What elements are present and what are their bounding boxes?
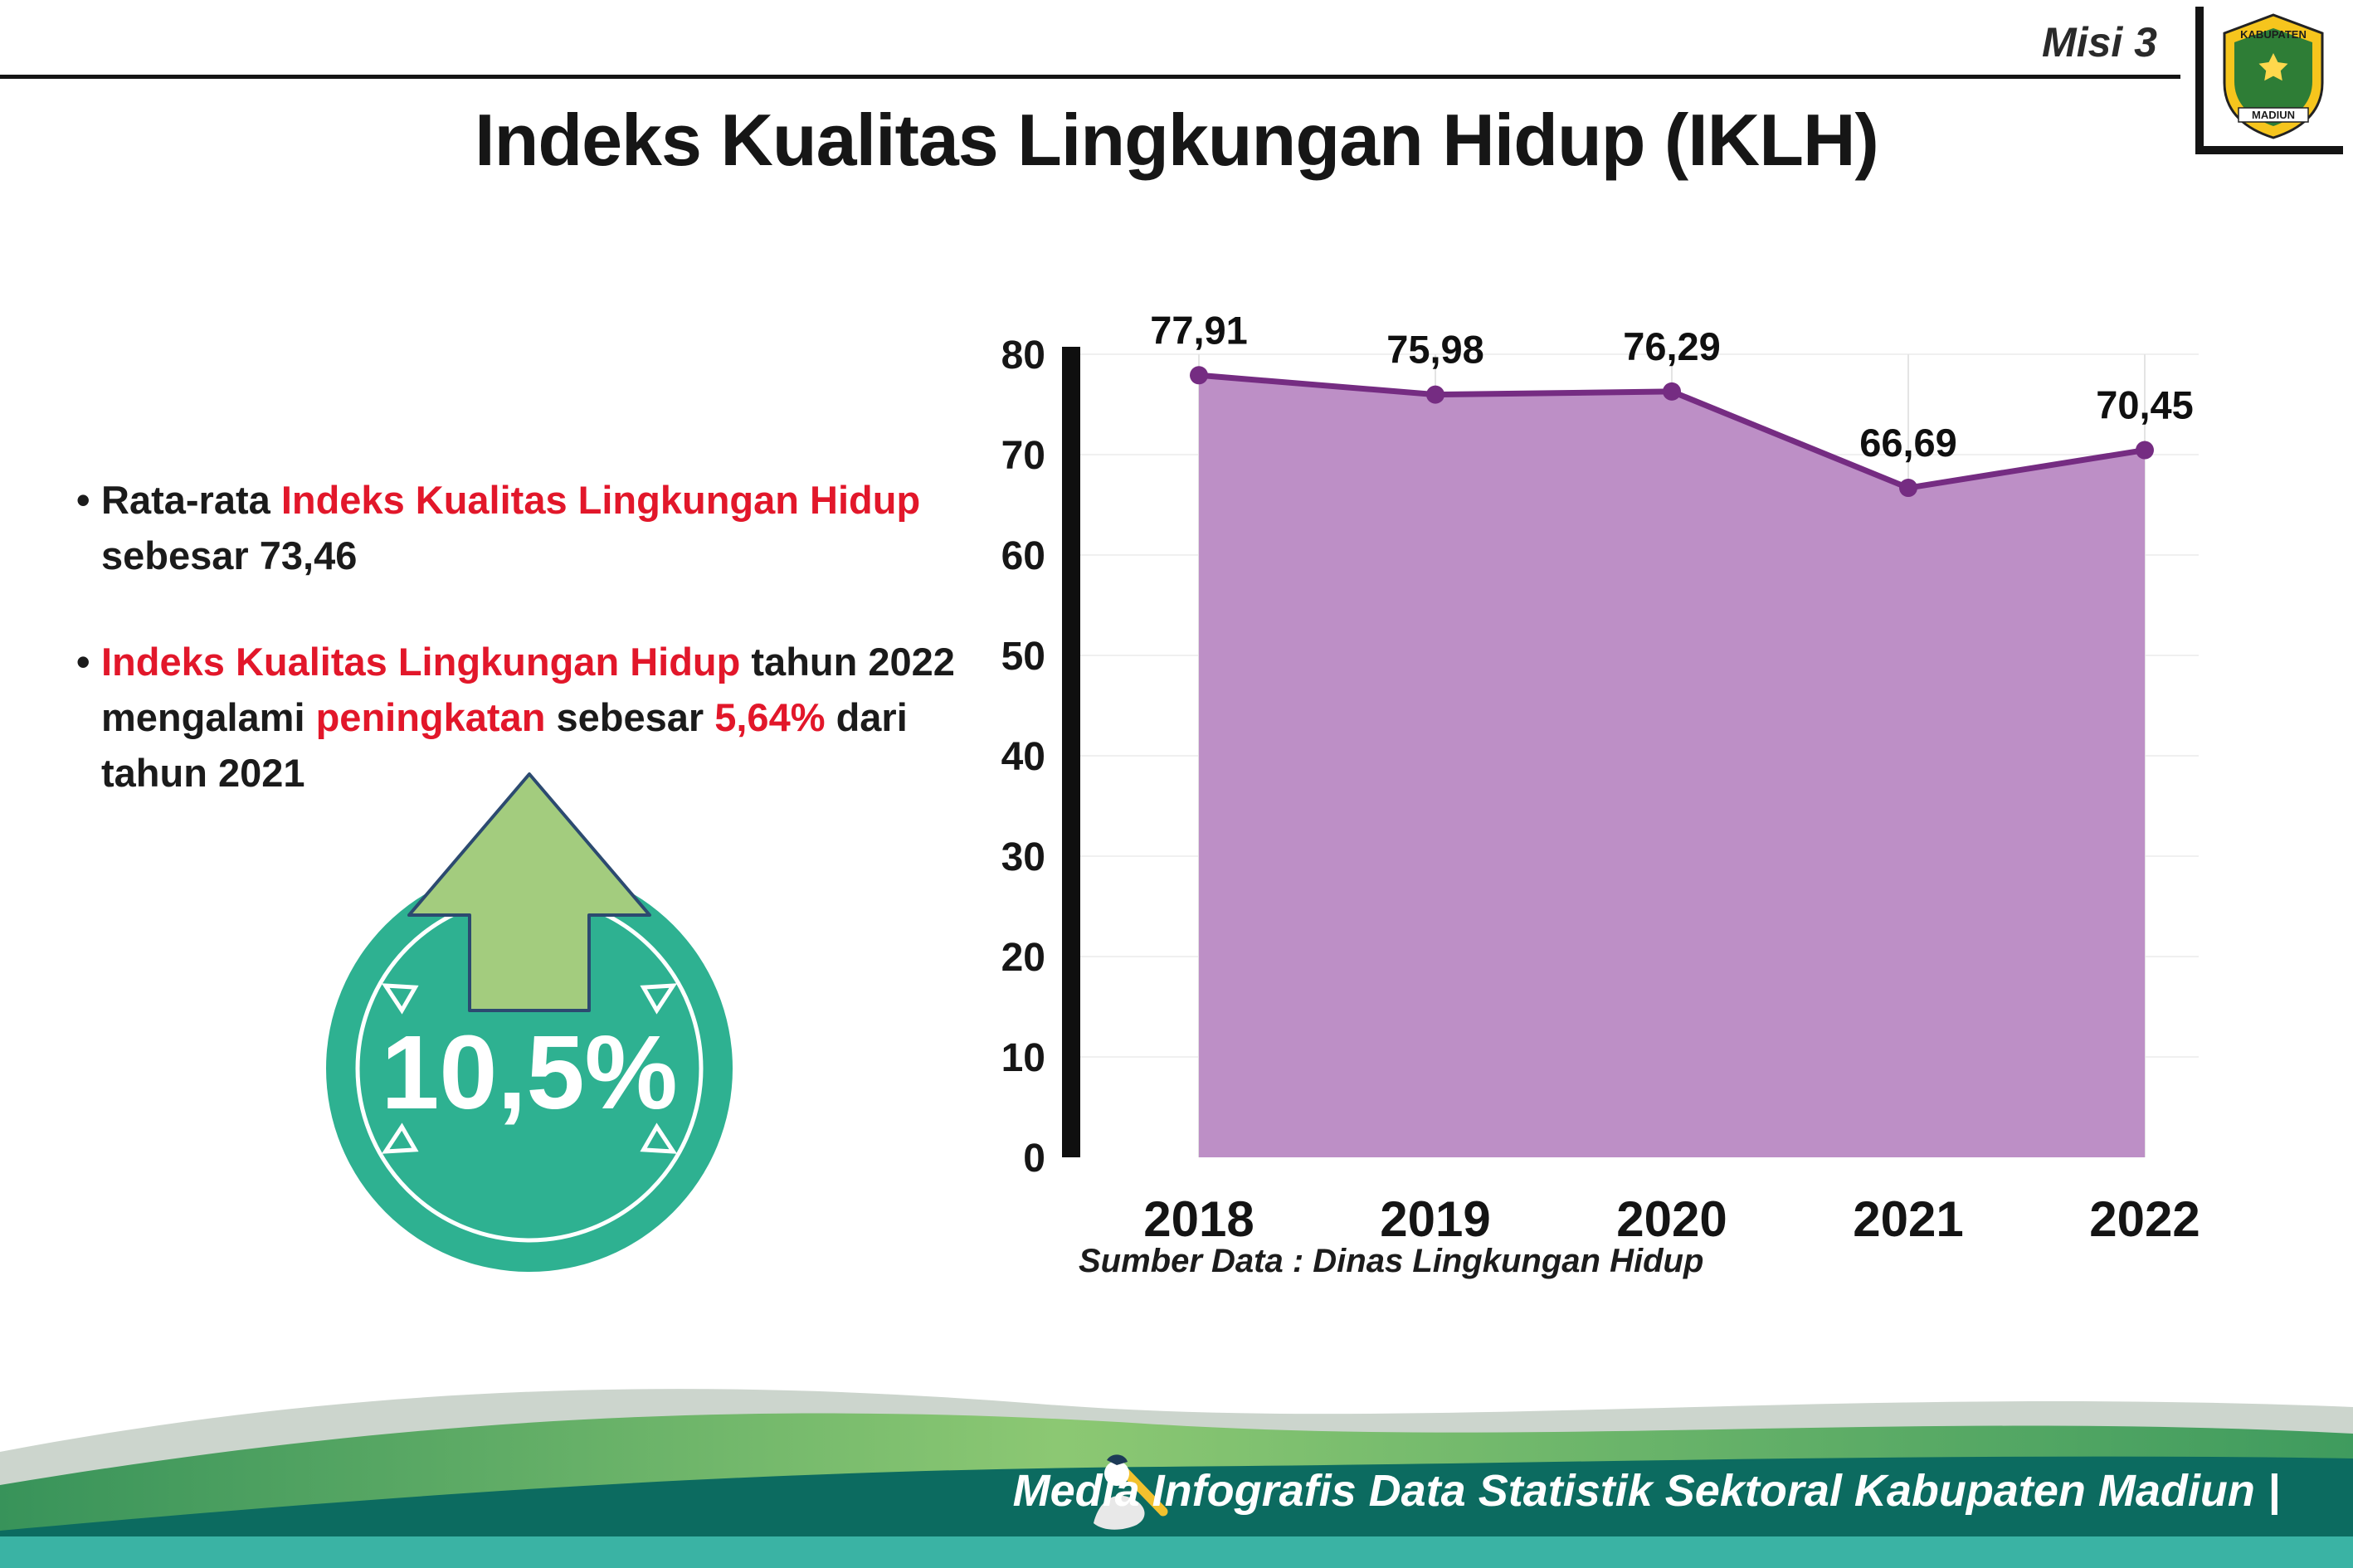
x-axis-label: 2020 [1616,1191,1727,1247]
bullet-list: • Rata-rata Indeks Kualitas Lingkungan Hi… [76,473,1006,853]
data-point-label: 76,29 [1623,324,1721,368]
highlighted-text: Indeks Kualitas Lingkungan Hidup [101,640,741,684]
highlighted-text: Indeks Kualitas Lingkungan Hidup [280,478,921,522]
data-point-label: 75,98 [1386,328,1484,372]
footer-mascot-icon [1094,1454,1168,1530]
bullet-marker: • [76,478,90,522]
page-title: Indeks Kualitas Lingkungan Hidup (IKLH) [475,99,1879,181]
highlighted-text: peningkatan [315,695,546,740]
bullet-item: • Rata-rata Indeks Kualitas Lingkungan Hi… [76,473,1006,583]
y-tick-label: 10 [1001,1036,1045,1080]
y-tick-label: 30 [1001,835,1045,879]
footer-credit-text: Media Infografis Data Statistik Sektoral… [1013,1466,2280,1516]
x-axis-label: 2022 [2089,1191,2200,1247]
plain-text: dari tahun 2021 [101,695,908,795]
y-tick-label: 70 [1001,434,1045,478]
badge-ring-ticks [381,983,678,1154]
misi-label: Misi 3 [2042,19,2157,66]
data-point-label: 66,69 [1859,421,1957,465]
y-tick-label: 20 [1001,936,1045,980]
iklh-area-chart: 0 10 20 30 40 50 60 70 80 77,91 75,98 76,29 66,69 70,… [1001,308,2200,1247]
plain-text: sebesar [545,695,715,740]
y-tick-label: 80 [1001,334,1045,377]
badge-circle [326,865,733,1272]
logo-shield-inner [2234,28,2312,126]
plain-text: sebesar 73,46 [101,533,358,577]
plain-text: tahun 2022 mengalami [101,640,955,740]
y-axis-bar [1062,347,1080,1157]
logo-star [2258,53,2288,81]
y-tick-label: 60 [1001,534,1045,578]
plain-text: Rata-rata [101,478,281,522]
chart-source-note: Sumber Data : Dinas Lingkungan Hidup [1079,1243,1704,1279]
up-arrow-icon [407,772,651,1012]
y-tick-label: 0 [1023,1137,1045,1181]
kabupaten-madiun-logo: KABUPATEN MADIUN [2223,13,2324,139]
y-tick-label: 50 [1001,635,1045,679]
x-axis-label: 2018 [1143,1191,1254,1247]
y-tick-label: 40 [1001,735,1045,779]
bullet-marker: • [76,640,90,684]
x-axis-label: 2019 [1380,1191,1490,1247]
x-axis-label: 2021 [1853,1191,1963,1247]
logo-bottom-text: MADIUN [2252,109,2295,121]
header-divider-line [0,75,2180,79]
increase-badge: 10,5% [326,772,733,1272]
bullet-text: Indeks Kualitas Lingkungan Hidup tahun 2… [101,635,1006,801]
logo-ribbon [2238,107,2309,123]
footer-wave-banner: Media Infografis Data Statistik Sektoral… [0,1389,2353,1568]
data-point-label: 77,91 [1150,308,1248,352]
area-fill [1199,375,2145,1157]
data-point-label: 70,45 [2096,383,2194,427]
bullet-text: Rata-rata Indeks Kualitas Lingkungan Hid… [101,473,1006,583]
kabupaten-madiun-logo-frame: KABUPATEN MADIUN [2195,7,2343,154]
bullet-item: • Indeks Kualitas Lingkungan Hidup tahun … [76,635,1006,801]
data-point-dot [2136,441,2154,460]
logo-top-text: KABUPATEN [2240,28,2307,41]
data-point-dot [1426,385,1444,404]
highlighted-text: 5,64% [714,695,826,740]
data-point-dot [1663,382,1681,401]
data-point-dot [1899,479,1917,498]
badge-percentage: 10,5% [381,1014,677,1131]
data-point-dot [1190,366,1208,385]
footer-bottom-bar [0,1536,2353,1568]
